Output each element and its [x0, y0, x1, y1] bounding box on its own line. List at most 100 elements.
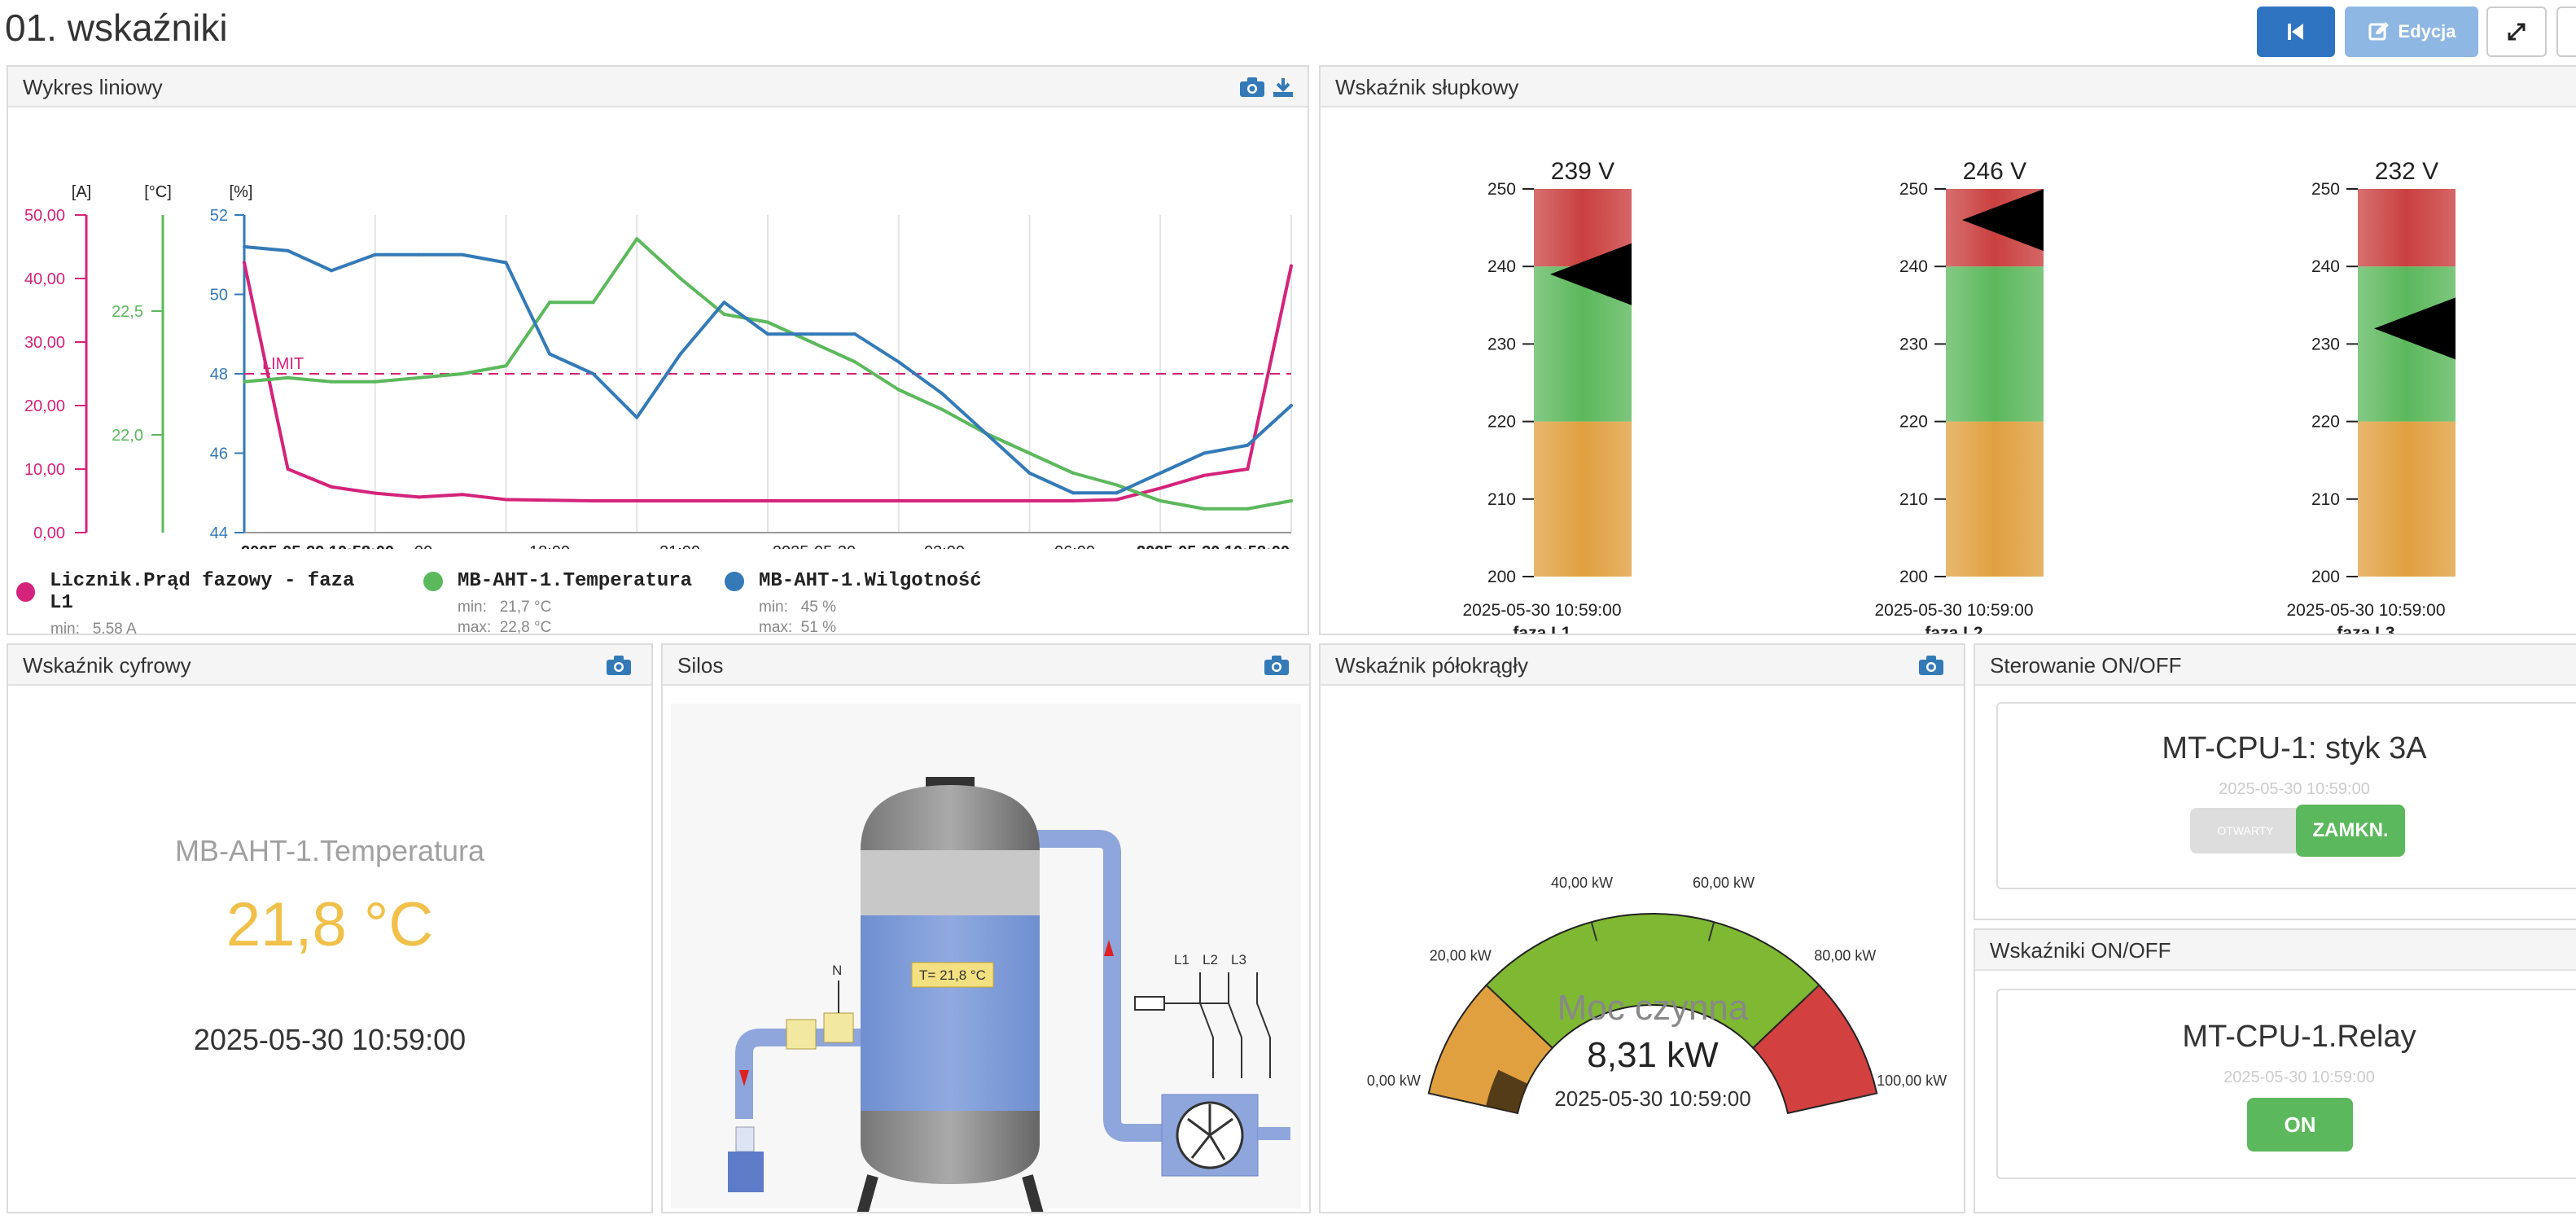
panel-header: Wskaźnik słupkowy	[1321, 67, 2576, 107]
series-segment	[809, 340, 857, 364]
series-segment	[678, 277, 726, 316]
bar-tick-label: 250	[2311, 180, 2340, 199]
back-button[interactable]	[2257, 7, 2335, 57]
bar-tick-label: 210	[1487, 490, 1516, 509]
bar-value-label: 246 V	[1963, 158, 2026, 185]
bar-tick-label: 200	[1487, 568, 1516, 586]
bar-tick-label: 240	[1899, 257, 1928, 276]
series-segment	[1202, 443, 1250, 455]
series-segment	[243, 245, 290, 252]
tick-label: 52	[210, 207, 228, 225]
expand-icon	[2508, 23, 2526, 41]
series-segment	[940, 392, 988, 436]
legend-label: MB-AHT-1.Temperatura	[458, 570, 693, 592]
camera-icon[interactable]	[1239, 77, 1265, 98]
tank-liquid	[861, 915, 1040, 1143]
bar-tick-label: 230	[1487, 335, 1516, 353]
tick-label: 22,5	[112, 303, 143, 321]
series-segment	[286, 375, 334, 384]
closed-button[interactable]: ZAMKN.	[2296, 805, 2405, 857]
bar-tick-label: 200	[1899, 568, 1928, 586]
series-segment	[853, 332, 900, 364]
tick-label: 10,00	[24, 461, 65, 479]
bar-tick-label: 220	[1487, 413, 1516, 432]
relay-state[interactable]: ON	[2247, 1098, 2353, 1152]
tank-legs	[856, 1174, 1044, 1212]
legend-dot	[16, 582, 35, 602]
bar-value-label: 232 V	[2375, 158, 2438, 185]
tank-air	[861, 850, 1040, 915]
bar-indicator-panel: Wskaźnik słupkowy 239 V 200 210 220 230 240 25…	[1319, 65, 2576, 635]
n-label: N	[832, 963, 842, 978]
series-segment	[1246, 264, 1293, 471]
series-segment	[853, 360, 900, 392]
sensor-name: MB-AHT-1.Temperatura	[174, 834, 485, 867]
limit-label: LIMIT	[262, 355, 304, 373]
legend-item[interactable]: MB-AHT-1.Wilgotność min: 45 % max: 51 % a…	[725, 570, 1083, 634]
gauge-tick	[1707, 921, 1715, 941]
open-button[interactable]: OTWARTY	[2190, 808, 2301, 853]
expand-button[interactable]	[2486, 7, 2547, 57]
bar-value-label: 239 V	[1551, 158, 1614, 185]
camera-icon[interactable]	[1918, 655, 1944, 676]
legend-dot	[423, 571, 443, 591]
series-segment	[1115, 483, 1163, 502]
panel-title: Silos	[677, 653, 724, 678]
edit-label: Edycja	[2398, 21, 2456, 42]
silo-diagram: T= 21,8 °C N L1 L2 L3	[671, 704, 1301, 1212]
gauge-band	[1485, 913, 1820, 1050]
bar-tick-label: 240	[1487, 257, 1516, 276]
bar-tick-label: 210	[2311, 490, 2340, 509]
tick-label: 46	[210, 445, 228, 463]
tick-label: 30,00	[24, 334, 65, 352]
panel-header: Wskaźnik cyfrowy	[8, 645, 651, 686]
gauge-tick-label: 40,00 kW	[1551, 875, 1613, 891]
relay-timestamp: 2025-05-30 10:59:00	[2223, 1068, 2375, 1086]
gauge-tick	[1485, 984, 1501, 999]
temp-box	[911, 962, 994, 988]
device-name: MT-CPU-1: styk 3A	[2162, 731, 2427, 766]
gauge-label: Moc czynna	[1557, 988, 1749, 1028]
axis-unit: [A]	[72, 183, 91, 201]
gauge-band	[1751, 984, 1878, 1115]
bar-zone	[2358, 421, 2456, 577]
series-segment	[1246, 499, 1293, 511]
contactor-lines	[1164, 972, 1271, 1078]
camera-icon[interactable]	[606, 655, 632, 676]
tick-label: 40,00	[24, 270, 65, 288]
series-3	[243, 245, 1293, 495]
download-icon[interactable]	[1272, 77, 1295, 98]
series-segment	[460, 364, 508, 375]
valve-1	[786, 1019, 817, 1050]
bar-tick-label: 220	[1899, 413, 1928, 432]
line-chart[interactable]: [A] [°C] [%] 0,00 10,00 20,00 30,00 40,00 50,00 2…	[8, 109, 1308, 549]
gauge-tick-label: 80,00 kW	[1814, 947, 1876, 963]
page-title: 01. wskaźniki	[5, 7, 228, 49]
bar-tick-label: 200	[2311, 568, 2340, 586]
x-tick-label: 03:00	[924, 543, 965, 549]
panel-header: Wskaźniki ON/OFF	[1975, 930, 2576, 971]
bar-indicators: 239 V 200 210 220 230 240 250 2025-05-30 10:59:…	[1463, 158, 2456, 634]
flow-arrow-up	[1104, 940, 1114, 956]
panel-title: Wskaźniki ON/OFF	[1990, 938, 2171, 963]
fan-blades	[1187, 1104, 1233, 1160]
bar-tick-label: 210	[1899, 490, 1928, 509]
onoff-indicators-panel: Wskaźniki ON/OFF MT-CPU-1.Relay 2025-05-…	[1974, 928, 2576, 1213]
panel-title: Wskaźnik cyfrowy	[23, 653, 191, 678]
x-tick-label: 2025-05-30	[773, 543, 856, 549]
gauge-tick-label: 20,00 kW	[1430, 947, 1492, 963]
series-segment	[591, 372, 639, 419]
legend-label: Licznik.Prąd fazowy - faza L1	[49, 570, 355, 614]
legend-item[interactable]: MB-AHT-1.Temperatura min: 21,7 °C max: 22…	[423, 570, 782, 634]
series-segment	[1027, 451, 1076, 475]
semi-gauge: 0,00 kW 20,00 kW 40,00 kW 60,00 kW 80,00 kW 1…	[1367, 875, 1947, 1115]
series-segment	[548, 498, 595, 502]
more-button[interactable]	[2556, 7, 2576, 57]
camera-icon[interactable]	[1264, 655, 1290, 676]
edit-button[interactable]: Edycja	[2345, 7, 2478, 57]
bar-timestamp: 2025-05-30 10:59:00	[2287, 601, 2446, 620]
tick-label: 0,00	[33, 524, 65, 542]
bar-zone	[2358, 189, 2456, 267]
legend-item[interactable]: Licznik.Prąd fazowy - faza L1 min: 5,58 A…	[16, 570, 375, 634]
series-segment	[635, 237, 682, 280]
